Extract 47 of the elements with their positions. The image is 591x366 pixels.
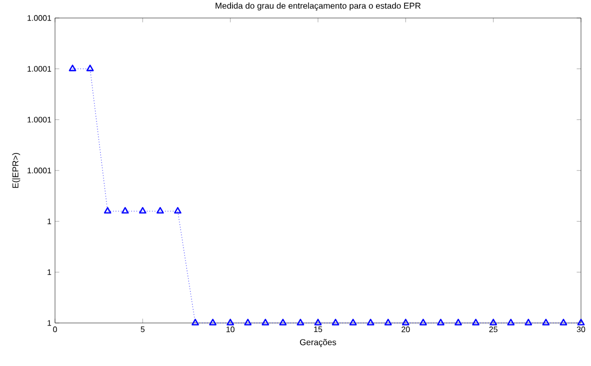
point [262,318,270,326]
chart-title: Medida do grau de entrelaçamento para o estado EPR [216,2,421,10]
y-tick-label: 1 [48,320,52,326]
y-tick-label: 1 [48,218,52,224]
x-tick-label: 5 [140,326,145,332]
point [104,207,112,214]
x-tick-label: 0 [53,326,57,332]
x-tick-label: 10 [226,326,234,332]
point [577,318,585,326]
y-tick-label: 1 [48,269,52,275]
point [296,318,304,326]
point [560,318,568,326]
point [349,318,357,326]
x-tick-label: 15 [314,326,322,332]
point [138,207,146,214]
point [68,64,76,72]
point [384,318,392,326]
point [507,318,515,326]
point [524,318,532,326]
x-tick-label: 25 [489,326,498,332]
point [314,318,322,326]
point [490,318,498,326]
y-axis-title: E(|EPR>) [12,153,20,188]
x-tick-label: 30 [576,326,586,332]
point [192,318,199,326]
point [366,318,374,326]
point [472,318,480,326]
y-tick-label: 1.0001 [28,66,52,72]
point [156,207,164,214]
point [437,318,444,326]
point [121,207,129,214]
point [279,318,287,326]
point [420,318,427,326]
point [244,318,252,326]
point [226,318,234,326]
x-tick-label: 20 [402,326,410,332]
x-axis-title: Gerações [300,339,336,347]
point [86,64,94,72]
point [174,207,182,214]
point [209,318,216,326]
point [542,318,550,326]
point [402,318,410,326]
y-tick-label: 1.0001 [28,168,52,174]
point [332,318,340,326]
y-tick-label: 1.0001 [28,15,52,21]
y-tick-label: 1.0001 [28,116,52,122]
point [454,318,462,326]
